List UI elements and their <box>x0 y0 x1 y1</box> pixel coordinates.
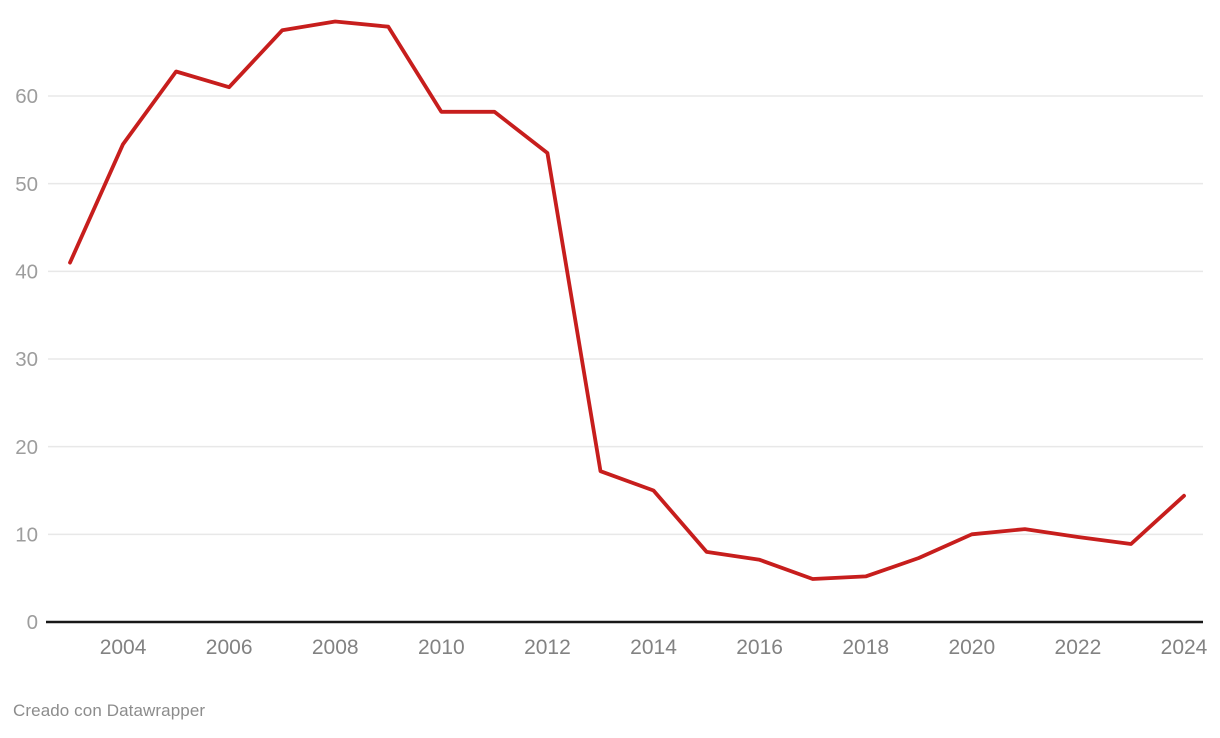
y-tick-label: 0 <box>27 611 38 634</box>
x-tick-label: 2018 <box>842 636 889 659</box>
x-tick-label: 2022 <box>1055 636 1102 659</box>
x-tick-label: 2020 <box>948 636 995 659</box>
datawrapper-credit: Creado con Datawrapper <box>13 701 206 720</box>
x-tick-label: 2016 <box>736 636 783 659</box>
x-tick-label: 2014 <box>630 636 677 659</box>
y-tick-label: 60 <box>15 85 38 108</box>
y-tick-label: 10 <box>15 524 38 547</box>
x-tick-label: 2008 <box>312 636 359 659</box>
y-tick-label: 50 <box>15 173 38 196</box>
y-tick-label: 40 <box>15 261 38 284</box>
x-tick-label: 2006 <box>206 636 253 659</box>
chart-svg: 0 10 20 30 40 50 60 2004 2006 2008 2010 2012 2014 201… <box>15 19 1208 659</box>
x-tick-label: 2012 <box>524 636 571 659</box>
x-tick-label: 2004 <box>100 636 147 659</box>
x-tick-label: 2010 <box>418 636 465 659</box>
y-tick-label: 20 <box>15 436 38 459</box>
x-tick-label: 2024 <box>1161 636 1208 659</box>
data-line-series <box>68 19 1186 581</box>
y-tick-label: 30 <box>15 348 38 371</box>
